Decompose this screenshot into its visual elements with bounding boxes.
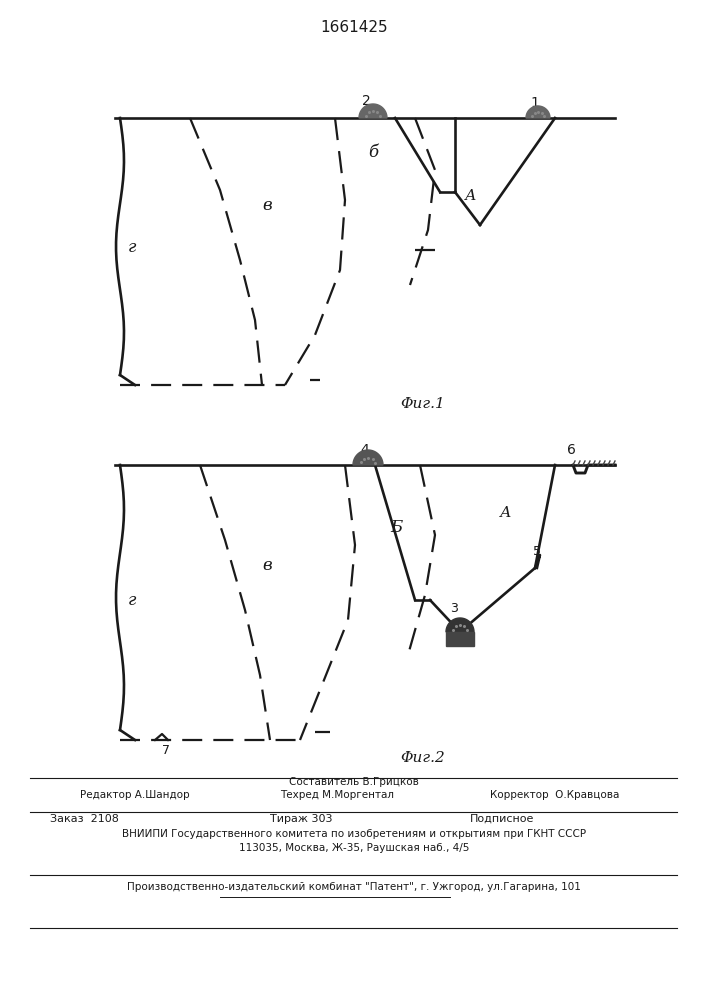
Text: 4: 4: [360, 443, 369, 457]
Text: Φиг.1: Φиг.1: [400, 397, 445, 411]
Text: 1: 1: [530, 96, 539, 110]
Text: Подписное: Подписное: [470, 814, 534, 824]
Text: 6: 6: [567, 443, 576, 457]
Text: Заказ  2108: Заказ 2108: [50, 814, 119, 824]
Polygon shape: [446, 632, 474, 646]
Text: в: в: [262, 557, 271, 574]
Text: Составитель В.Грицков: Составитель В.Грицков: [289, 777, 419, 787]
Text: А: А: [465, 189, 477, 203]
Text: в: в: [262, 197, 271, 214]
Polygon shape: [526, 106, 550, 118]
Polygon shape: [359, 104, 387, 118]
Text: 5: 5: [533, 545, 541, 558]
Text: г: г: [128, 239, 136, 256]
Text: 113035, Москва, Ж-35, Раушская наб., 4/5: 113035, Москва, Ж-35, Раушская наб., 4/5: [239, 843, 469, 853]
Text: 3: 3: [450, 602, 458, 615]
Text: Тираж 303: Тираж 303: [270, 814, 332, 824]
Text: Техред М.Моргентал: Техред М.Моргентал: [280, 790, 394, 800]
Text: Редактор А.Шандор: Редактор А.Шандор: [80, 790, 189, 800]
Text: Корректор  О.Кравцова: Корректор О.Кравцова: [490, 790, 619, 800]
Polygon shape: [353, 450, 383, 465]
Text: 7: 7: [162, 744, 170, 757]
Text: 2: 2: [362, 94, 370, 108]
Text: Производственно-издательский комбинат "Патент", г. Ужгород, ул.Гагарина, 101: Производственно-издательский комбинат "П…: [127, 882, 581, 892]
Text: 1661425: 1661425: [320, 20, 388, 35]
Text: б: б: [368, 144, 378, 161]
Text: А: А: [500, 506, 511, 520]
Polygon shape: [446, 618, 474, 632]
Text: Б: Б: [390, 519, 402, 536]
Text: Φиг.2: Φиг.2: [400, 751, 445, 765]
Text: г: г: [128, 592, 136, 609]
Text: ВНИИПИ Государственного комитета по изобретениям и открытиям при ГКНТ СССР: ВНИИПИ Государственного комитета по изоб…: [122, 829, 586, 839]
